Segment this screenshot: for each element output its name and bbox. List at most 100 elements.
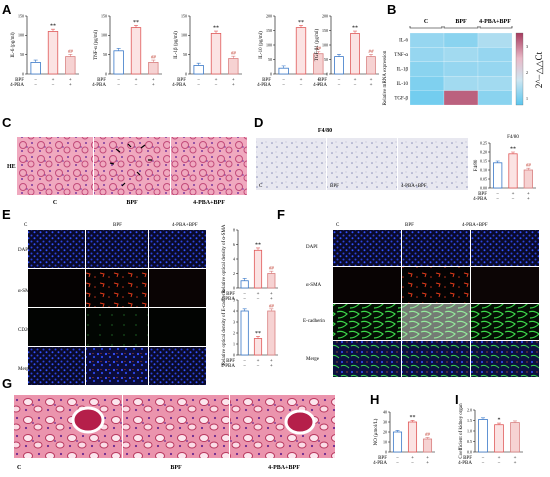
- significance-mark: **: [298, 20, 304, 26]
- g-image-bpf: [123, 395, 229, 458]
- heatmap-b: C BPF 4-PBA+BPF IL-6 TNF-α IL-1β IL-10 TGF-β…: [383, 19, 544, 105]
- cond-mark: −: [354, 83, 357, 88]
- bar-4-pba-bpf: [65, 56, 76, 75]
- bar-c: [493, 162, 503, 189]
- cond-mark: −: [396, 461, 399, 466]
- y-tick-label: 10: [383, 439, 387, 444]
- cond-mark: +: [257, 292, 260, 297]
- y-tick-label: 0: [233, 352, 235, 357]
- cond-mark: −: [512, 197, 515, 202]
- f-merge-c: [333, 341, 401, 377]
- hm-row-label: IL-10: [397, 82, 409, 87]
- cond-mark: −: [496, 197, 499, 202]
- error-bar: [151, 59, 156, 63]
- if-panel-f: C BPF 4-PBA+BPF DAPI α-SMA E-cadherin Me…: [303, 223, 539, 377]
- cond-mark: +: [215, 78, 218, 83]
- cond-mark: −: [34, 83, 37, 88]
- hm-cell: [477, 32, 513, 48]
- cond-mark: +: [270, 292, 273, 297]
- bar-bpf: [350, 33, 360, 75]
- error-bar: [497, 422, 501, 425]
- y-tick-label: 150: [18, 13, 24, 18]
- cond-mark: +: [152, 83, 155, 88]
- y-tick-label: 50: [324, 57, 328, 62]
- error-bar: [316, 51, 321, 54]
- significance-mark: ##: [151, 56, 157, 61]
- hm-cell: [443, 90, 479, 106]
- significance-mark: **: [352, 26, 358, 32]
- y-tick-label: 0: [233, 285, 235, 290]
- f-ecad-c: [333, 304, 401, 340]
- cond-mark: +: [257, 359, 260, 364]
- y-tick-label: 0.10: [480, 167, 487, 172]
- hm-colorbar-label: 2^−△△Ct: [534, 51, 544, 88]
- e-col-c: C: [24, 223, 28, 228]
- cond-mark: +: [354, 78, 357, 83]
- g-glomerulus-c: [71, 406, 105, 434]
- cbar-tick-2: 2: [526, 70, 528, 75]
- bar-4-pba-bpf: [148, 62, 159, 75]
- ihc-image-bpf: [327, 138, 397, 190]
- y-axis-label: IL-1β (pg/ml): [174, 31, 179, 59]
- cond-mark: −: [117, 83, 120, 88]
- y-tick-label: 0: [105, 71, 107, 76]
- cond-mark: −: [243, 364, 246, 369]
- g-cap-c: C: [17, 465, 21, 471]
- significance-mark: ##: [526, 164, 532, 169]
- y-axis-label: TNF-α (pg/ml): [94, 30, 99, 60]
- bar-bpf: [210, 33, 222, 75]
- panel-label-i: I: [455, 392, 459, 407]
- y-tick-label: 150: [322, 28, 328, 33]
- e-col-bpf: BPF: [113, 223, 122, 228]
- error-bar: [68, 53, 73, 57]
- cond-mark: +: [152, 78, 155, 83]
- significance-mark: **: [410, 415, 416, 421]
- error-bar: [256, 336, 260, 339]
- bar-4-pba-bpf: [366, 56, 376, 75]
- bar-bpf: [130, 27, 142, 75]
- cond-mark: −: [34, 78, 37, 83]
- y-tick-label: 0: [326, 71, 328, 76]
- bar-chart-8: 0 1 2 3 4 5 Relative optical density of E-cadh…: [221, 289, 278, 369]
- error-bar: [395, 430, 400, 432]
- significance-mark: ##: [269, 267, 275, 272]
- y-axis-label: Coefficient of kidney organ: [459, 403, 464, 459]
- chart-title-f480: F4/80: [507, 135, 519, 140]
- bar-bpf: [253, 249, 263, 289]
- cond-label-pba: 4-PBA: [221, 364, 235, 369]
- cond-mark: +: [135, 78, 138, 83]
- bar-bpf: [508, 153, 518, 189]
- cond-mark: −: [197, 83, 200, 88]
- cond-mark: +: [69, 78, 72, 83]
- bar-4-pba-bpf: [422, 438, 433, 453]
- cond-label-bpf: BPF: [262, 78, 271, 83]
- bar-chart-6: 0.00 0.05 0.10 0.15 0.20 0.25 F4/80 ** ## BPF4-PB…: [473, 135, 536, 202]
- significance-mark: **: [510, 147, 516, 153]
- y-axis-label: IL-6 (pg/ml): [11, 32, 16, 57]
- f-ecad-pba: [471, 304, 539, 340]
- y-tick-label: 0: [185, 71, 187, 76]
- bar-c: [113, 50, 124, 75]
- hm-colorbar: [515, 32, 524, 106]
- e-col-pba: 4-PBA+BPF: [172, 223, 198, 228]
- cond-label-bpf: BPF: [463, 456, 472, 461]
- ihc-image-c: [256, 138, 326, 190]
- cond-mark: +: [317, 78, 320, 83]
- cond-label-pba: 4-PBA: [10, 83, 24, 88]
- cond-label-bpf: BPF: [478, 192, 487, 197]
- bar-4-pba-bpf: [267, 273, 276, 289]
- cond-label-bpf: BPF: [226, 359, 235, 364]
- y-tick-label: 2: [233, 271, 235, 276]
- significance-mark: *: [498, 418, 501, 424]
- cond-mark: +: [426, 461, 429, 466]
- cond-label-pba: 4-PBA: [313, 83, 327, 88]
- significance-mark: **: [133, 20, 139, 26]
- f-row-merge: Merge: [306, 357, 320, 362]
- error-bar: [481, 417, 485, 420]
- error-bar: [337, 53, 341, 57]
- he-label: HE: [7, 164, 16, 170]
